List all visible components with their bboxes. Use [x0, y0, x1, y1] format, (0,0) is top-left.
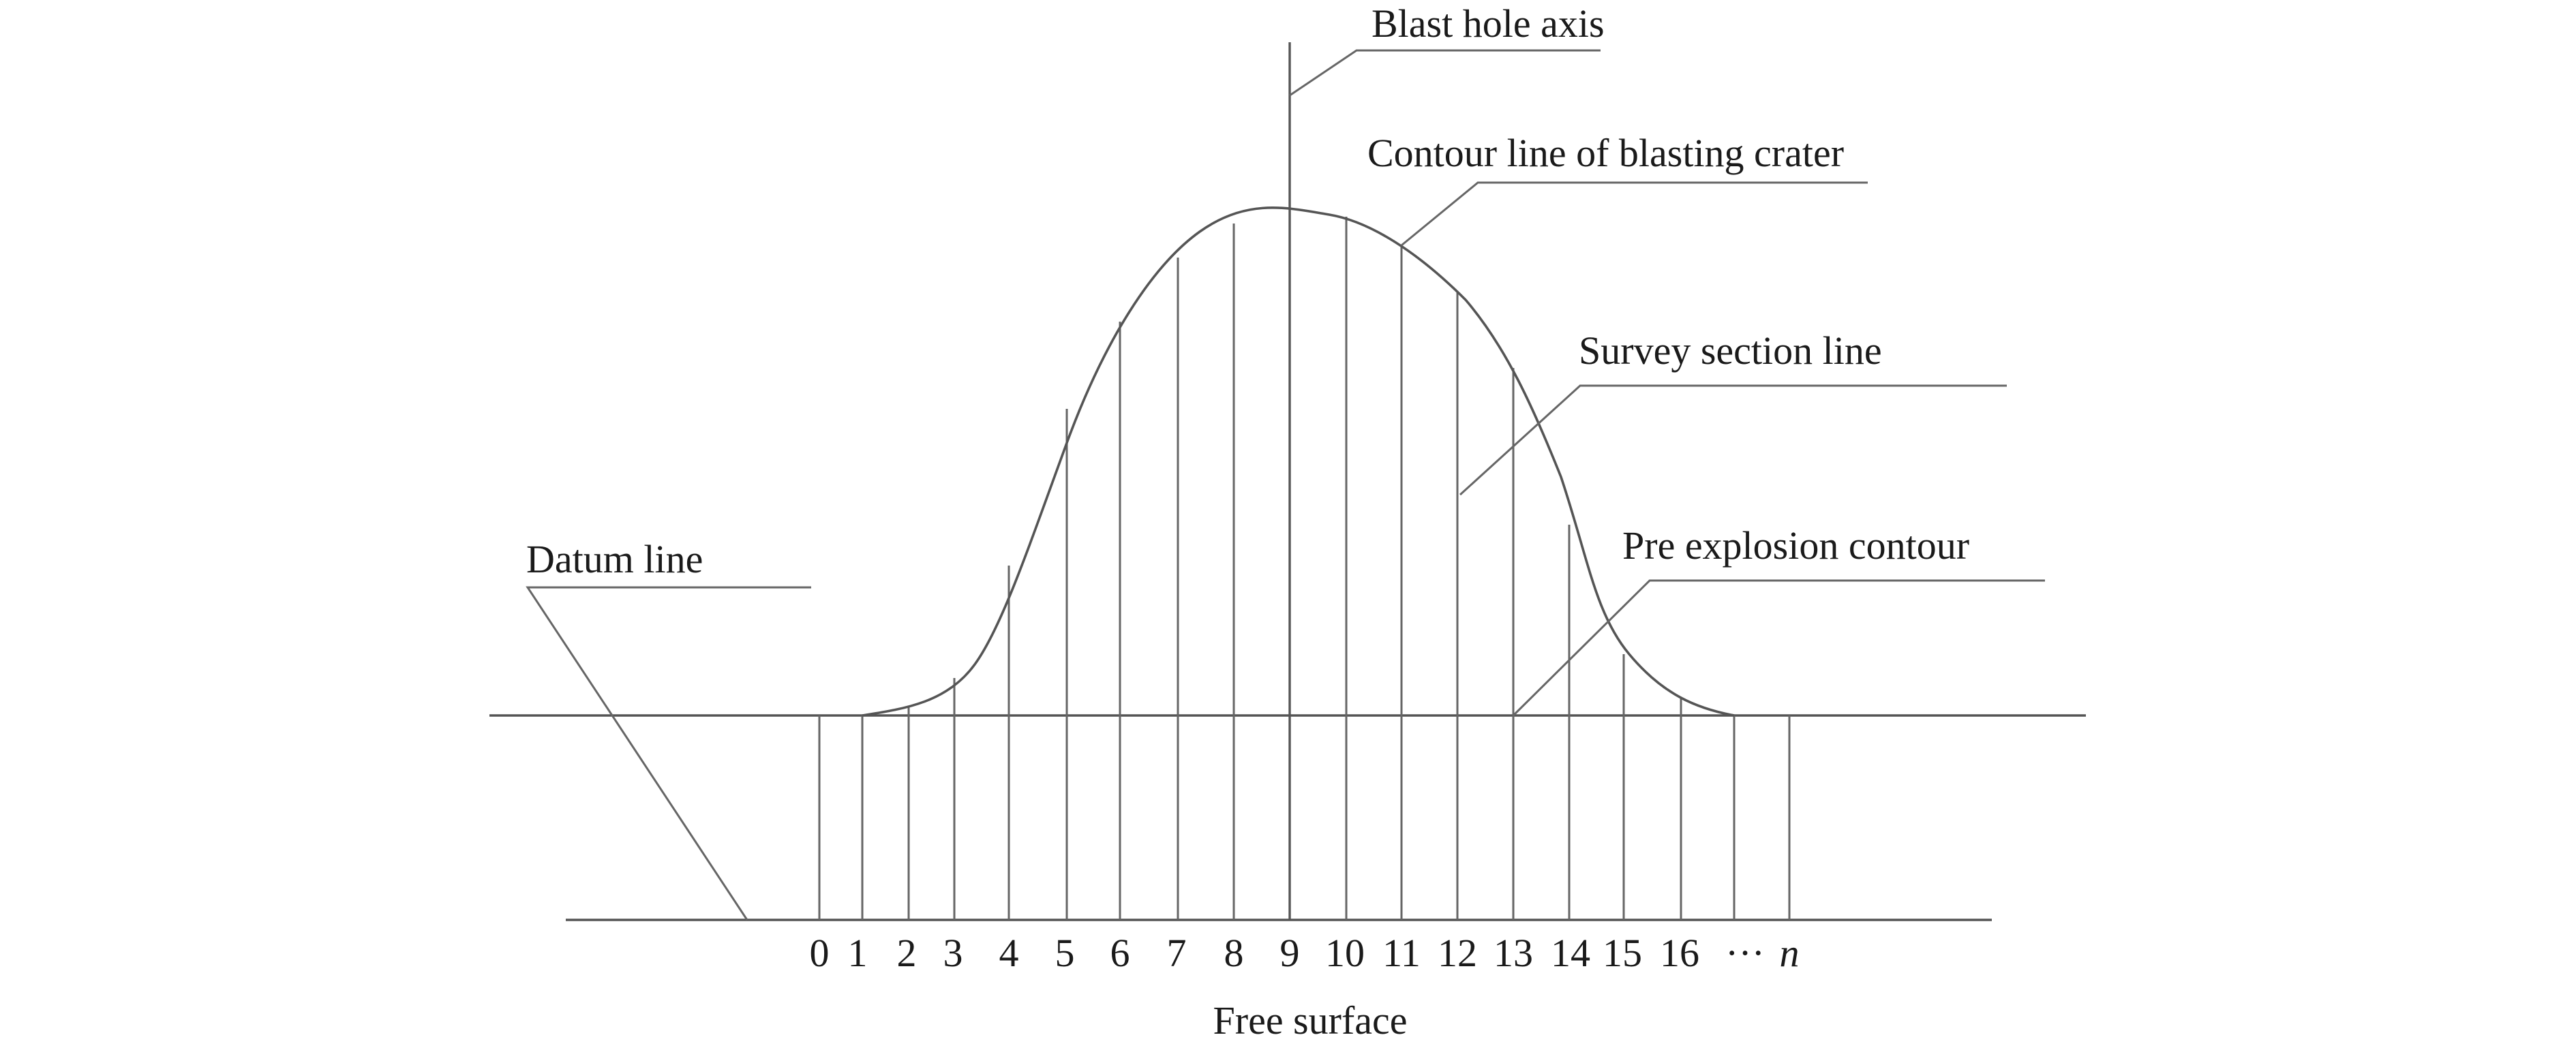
section-label-3: 3 [943, 931, 963, 975]
blast-hole-axis-leader [1289, 49, 1601, 97]
section-label-1: 1 [848, 931, 868, 975]
datum-line-leader [526, 586, 811, 921]
section-label-4: 4 [999, 931, 1019, 975]
section-label-8: 8 [1224, 931, 1244, 975]
section-label-0: 0 [810, 931, 830, 975]
blast-hole-axis-label: Blast hole axis [1372, 1, 1605, 46]
section-label-18: n [1780, 931, 1800, 975]
section-label-5: 5 [1055, 931, 1075, 975]
survey-section-line-leader [1459, 384, 2007, 496]
datum-line-label: Datum line [526, 537, 703, 581]
section-label-9: 9 [1280, 931, 1300, 975]
section-label-13: 13 [1494, 931, 1533, 975]
section-label-12: 12 [1438, 931, 1477, 975]
section-label-14: 14 [1551, 931, 1590, 975]
contour-line-leader [1401, 181, 1868, 247]
survey-section-line-label: Survey section line [1579, 328, 1882, 373]
section-number-labels: 0 1 2 3 4 5 6 7 8 9 10 11 12 13 14 15 16 ··· n [810, 931, 1800, 975]
section-label-7: 7 [1167, 931, 1187, 975]
section-label-10: 10 [1325, 931, 1365, 975]
contour-line-label: Contour line of blasting crater [1367, 131, 1844, 175]
section-label-6: 6 [1110, 931, 1130, 975]
section-label-11: 11 [1382, 931, 1421, 975]
free-surface-label: Free surface [1213, 998, 1408, 1043]
section-label-15: 15 [1603, 931, 1642, 975]
pre-explosion-contour-leader [1512, 579, 2045, 717]
section-label-17: ··· [1725, 931, 1765, 975]
blasting-crater-contour-curve [862, 206, 1735, 717]
pre-explosion-contour-label: Pre explosion contour [1622, 523, 1969, 568]
section-label-2: 2 [897, 931, 917, 975]
survey-section-lines [818, 217, 1791, 920]
section-label-16: 16 [1660, 931, 1699, 975]
